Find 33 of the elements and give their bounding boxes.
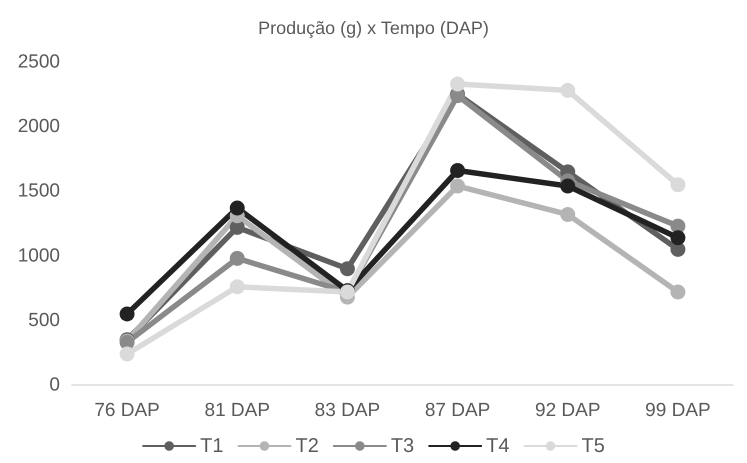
point [670, 284, 686, 300]
legend-label: T2 [295, 435, 319, 457]
point [230, 279, 245, 294]
point [450, 178, 466, 194]
x-tick-label: 92 DAP [535, 400, 600, 421]
point [560, 82, 576, 98]
point [560, 206, 576, 222]
point [670, 177, 686, 192]
point [120, 346, 135, 362]
legend-label: T4 [486, 435, 510, 457]
point [450, 163, 466, 178]
x-tick-label: 83 DAP [314, 400, 380, 421]
point [560, 178, 576, 194]
point [450, 76, 466, 92]
point [230, 200, 245, 216]
y-tick-label: 1500 [18, 180, 60, 202]
legend-label: T3 [390, 435, 414, 457]
y-tick-label: 500 [28, 310, 60, 331]
legend-label: T1 [200, 435, 224, 457]
y-tick-label: 2500 [18, 52, 60, 72]
x-tick-label: 87 DAP [424, 400, 490, 421]
y-tick-label: 1000 [18, 245, 60, 266]
y-tick-label: 0 [49, 374, 60, 396]
x-tick-label: 76 DAP [94, 400, 160, 421]
point [230, 250, 245, 266]
point [340, 261, 355, 276]
point [670, 230, 686, 246]
legend-label: T5 [582, 435, 605, 457]
point [120, 306, 135, 322]
y-tick-label: 2000 [18, 116, 60, 138]
x-tick-label: 81 DAP [204, 400, 270, 421]
chart-title: Produção (g) x Tempo (DAP) [258, 18, 489, 38]
x-tick-label: 99 DAP [645, 400, 711, 421]
